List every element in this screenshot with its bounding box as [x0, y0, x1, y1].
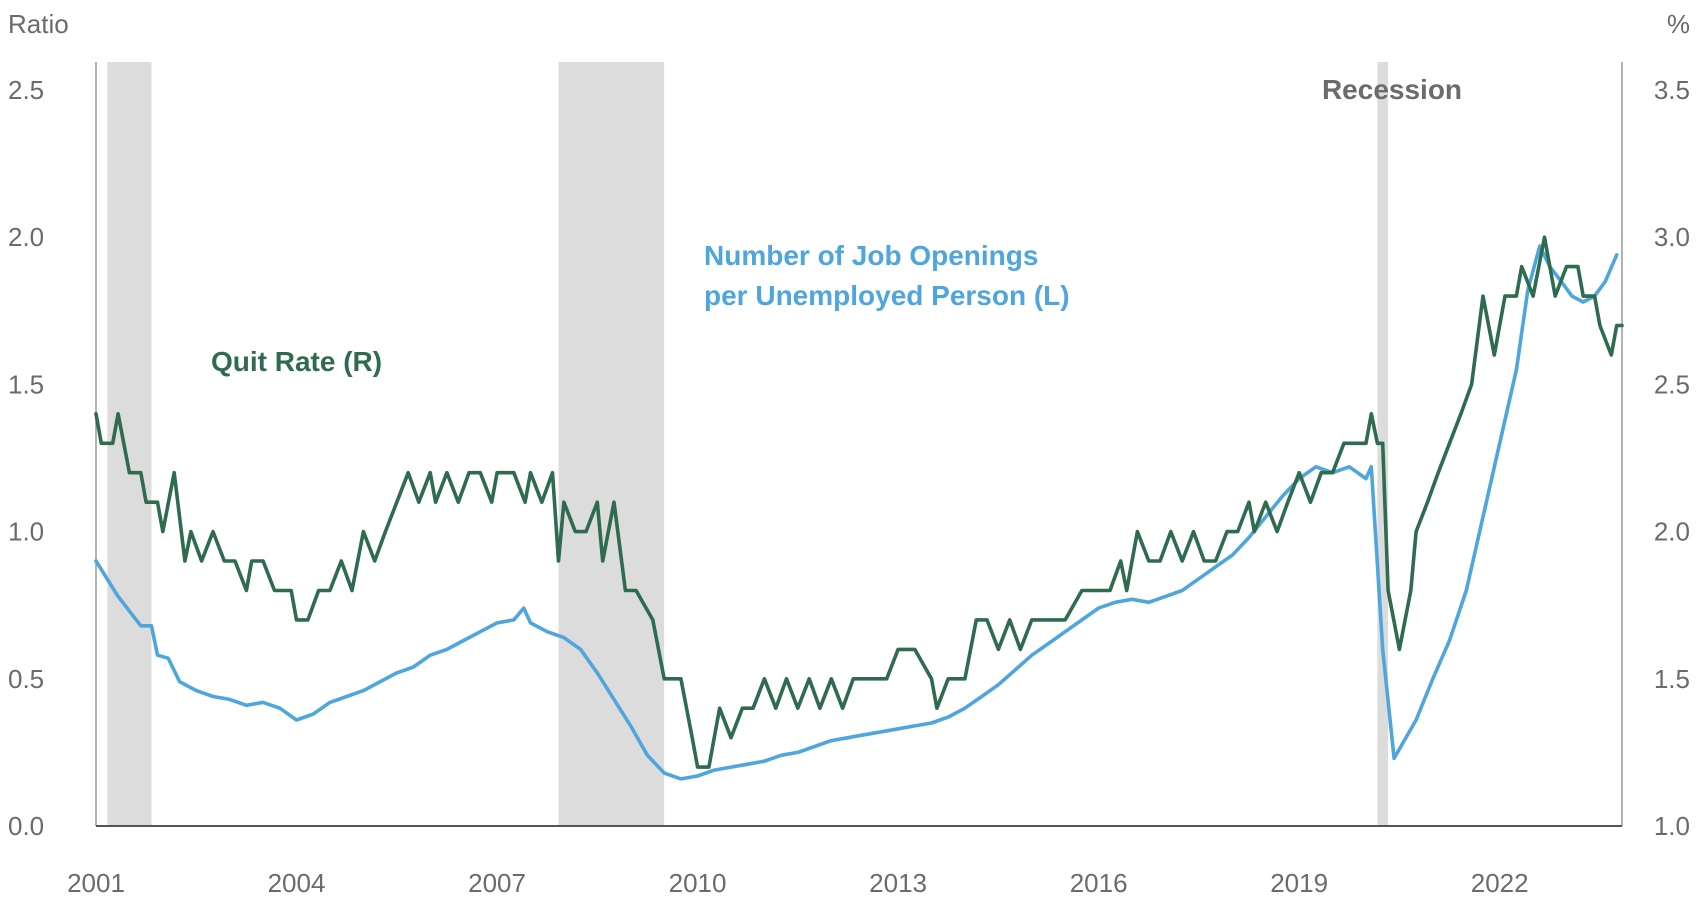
- x-tick-label: 2010: [669, 868, 727, 898]
- x-tick-label: 2019: [1270, 868, 1328, 898]
- right-axis-unit: %: [1667, 9, 1690, 39]
- series-lines: [94, 235, 1624, 781]
- left-axis-unit: Ratio: [8, 9, 69, 39]
- job-openings-annotation-line2: per Unemployed Person (L): [704, 280, 1070, 311]
- right-tick-label: 2.0: [1654, 517, 1690, 547]
- right-tick-label: 1.0: [1654, 811, 1690, 841]
- job-openings-annotation-line1: Number of Job Openings: [704, 240, 1038, 271]
- right-tick-label: 3.5: [1654, 75, 1690, 105]
- left-tick-label: 1.5: [8, 369, 44, 399]
- x-axis-ticks: 2001 2004 2007 2010 2013 2016 2019 2022: [67, 868, 1529, 898]
- recession-band-0: [107, 62, 152, 826]
- left-tick-label: 2.0: [8, 222, 44, 252]
- x-tick-label: 2022: [1471, 868, 1529, 898]
- left-tick-label: 1.0: [8, 517, 44, 547]
- x-tick-label: 2001: [67, 868, 125, 898]
- right-tick-label: 2.5: [1654, 369, 1690, 399]
- recession-label: Recession: [1322, 74, 1462, 105]
- right-tick-label: 1.5: [1654, 664, 1690, 694]
- right-axis-ticks: 1.0 1.5 2.0 2.5 3.0 3.5: [1654, 75, 1690, 841]
- quit-rate-line: [94, 235, 1624, 769]
- left-axis-ticks: 0.0 0.5 1.0 1.5 2.0 2.5: [8, 75, 44, 841]
- left-tick-label: 0.0: [8, 811, 44, 841]
- x-tick-label: 2013: [869, 868, 927, 898]
- recession-band-1: [558, 62, 665, 826]
- recession-bands: [107, 62, 1389, 826]
- quit-rate-annotation: Quit Rate (R): [211, 346, 382, 377]
- right-tick-label: 3.0: [1654, 222, 1690, 252]
- x-tick-label: 2007: [468, 868, 526, 898]
- x-tick-label: 2004: [268, 868, 326, 898]
- job-openings-line: [94, 244, 1619, 781]
- left-tick-label: 0.5: [8, 664, 44, 694]
- left-tick-label: 2.5: [8, 75, 44, 105]
- x-tick-label: 2016: [1070, 868, 1128, 898]
